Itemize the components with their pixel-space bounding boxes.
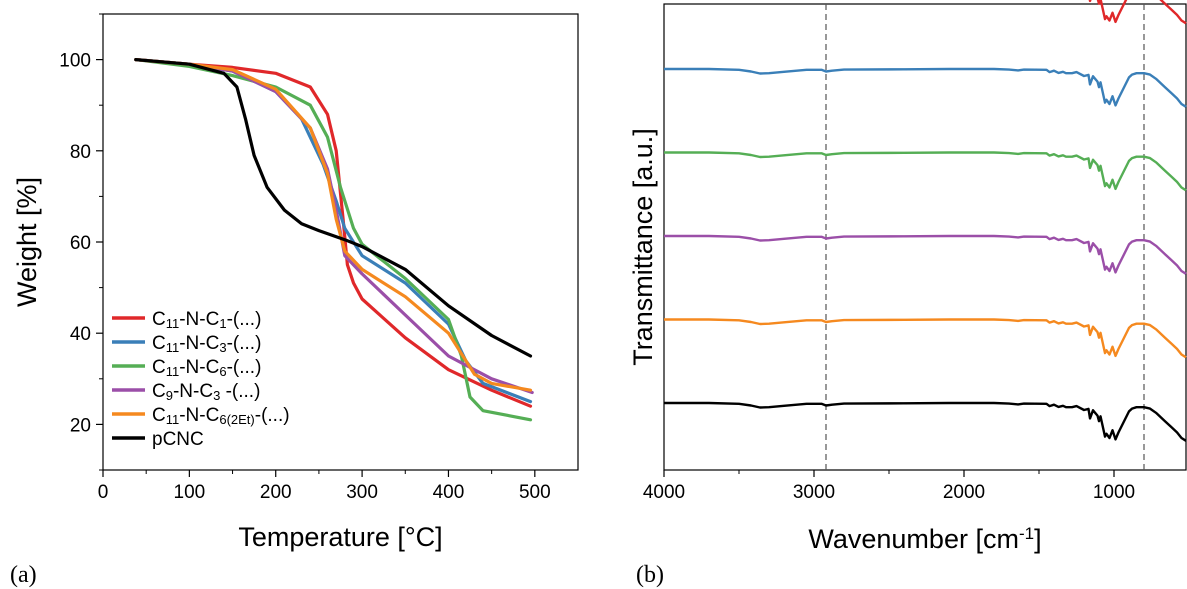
x-axis-title-main: Wavenumber [cm bbox=[808, 524, 1019, 554]
x-tick-label: 100 bbox=[174, 482, 206, 503]
legend-label-part: 11 bbox=[166, 340, 180, 355]
x-tick-label: 300 bbox=[346, 482, 378, 503]
x-axis-title: Wavenumber [cm-1] bbox=[808, 524, 1041, 555]
spectrum-line-4 bbox=[664, 318, 1187, 359]
legend-label-part: pCNC bbox=[152, 429, 204, 450]
series-line-5 bbox=[134, 58, 533, 358]
y-axis-title: Weight [%] bbox=[12, 177, 42, 307]
legend-label-part: 3 bbox=[219, 340, 226, 355]
x-tick-label: 0 bbox=[98, 482, 109, 503]
spectrum-line-3 bbox=[664, 234, 1187, 275]
y-tick-label: 80 bbox=[70, 142, 91, 163]
legend-label-1: C11-N-C3-(...) bbox=[152, 333, 261, 355]
x-tick-label: 2000 bbox=[943, 482, 985, 503]
legend-label-part: -N-C bbox=[179, 309, 219, 330]
x-tick-label: 200 bbox=[260, 482, 292, 503]
legend-label-part: -(...) bbox=[227, 333, 262, 354]
legend-label-part: 3 bbox=[213, 388, 220, 403]
legend-label-part: -(...) bbox=[227, 357, 262, 378]
spectrum-line-1 bbox=[664, 67, 1187, 108]
x-tick-label: 400 bbox=[433, 482, 465, 503]
legend-label-part: 1 bbox=[219, 316, 226, 331]
legend-label-part: 6 bbox=[219, 364, 226, 379]
panel-a-tga-chart: 0 100 200 300 400 500 20 40 60 80 100 Temperature [… bbox=[10, 13, 579, 588]
panel-b-ftir-chart: 4000 3000 2000 1000 Wavenumber [cm-1] Transmi… bbox=[628, 0, 1187, 588]
legend-label-part: 9 bbox=[166, 388, 173, 403]
legend-label-part: -N-C bbox=[179, 333, 219, 354]
legend-label-part: 6(2Et) bbox=[219, 412, 254, 427]
series-line-0 bbox=[134, 58, 533, 408]
legend-label-part: -(...) bbox=[255, 405, 290, 426]
x-tick-label: 4000 bbox=[643, 482, 685, 503]
legend-label-part: 11 bbox=[166, 412, 180, 427]
x-tick-label: 500 bbox=[519, 482, 551, 503]
legend-label-part: 11 bbox=[166, 364, 180, 379]
spectrum-line-5 bbox=[664, 401, 1187, 442]
y-tick-label: 40 bbox=[70, 324, 91, 345]
panel-label-a: (a) bbox=[10, 562, 37, 588]
x-axis-title-sup: -1 bbox=[1019, 524, 1034, 543]
legend-label-5: pCNC bbox=[152, 429, 204, 450]
y-tick-label: 20 bbox=[70, 415, 91, 436]
legend-label-part: C bbox=[152, 405, 166, 426]
legend-label-part: 11 bbox=[166, 316, 180, 331]
series-line-4 bbox=[134, 58, 533, 392]
legend-label-0: C11-N-C1-(...) bbox=[152, 309, 261, 331]
legend-label-part: C bbox=[152, 333, 166, 354]
legend-label-2: C11-N-C6-(...) bbox=[152, 357, 261, 379]
y-axis-title: Transmittance [a.u.] bbox=[628, 128, 658, 366]
x-axis-title-end: ] bbox=[1034, 524, 1042, 554]
legend-label-4: C11-N-C6(2Et)-(...) bbox=[152, 405, 290, 427]
legend-label-part: -N-C bbox=[173, 381, 213, 402]
y-tick-label: 60 bbox=[70, 233, 91, 254]
legend-label-part: C bbox=[152, 309, 166, 330]
legend-label-3: C9-N-C3 -(...) bbox=[152, 381, 260, 403]
legend-label-part: -(...) bbox=[227, 309, 262, 330]
spectrum-line-2 bbox=[664, 151, 1187, 192]
x-tick-label: 3000 bbox=[793, 482, 835, 503]
legend-label-part: -N-C bbox=[179, 357, 219, 378]
legend-label-part: C bbox=[152, 357, 166, 378]
y-tick-label: 100 bbox=[59, 51, 91, 72]
x-axis-title: Temperature [°C] bbox=[238, 522, 442, 552]
legend-label-part: -N-C bbox=[179, 405, 219, 426]
x-tick-label: 1000 bbox=[1093, 482, 1135, 503]
legend-label-part: -(...) bbox=[220, 381, 260, 402]
legend-label-part: C bbox=[152, 381, 166, 402]
panel-label-b: (b) bbox=[636, 562, 664, 588]
